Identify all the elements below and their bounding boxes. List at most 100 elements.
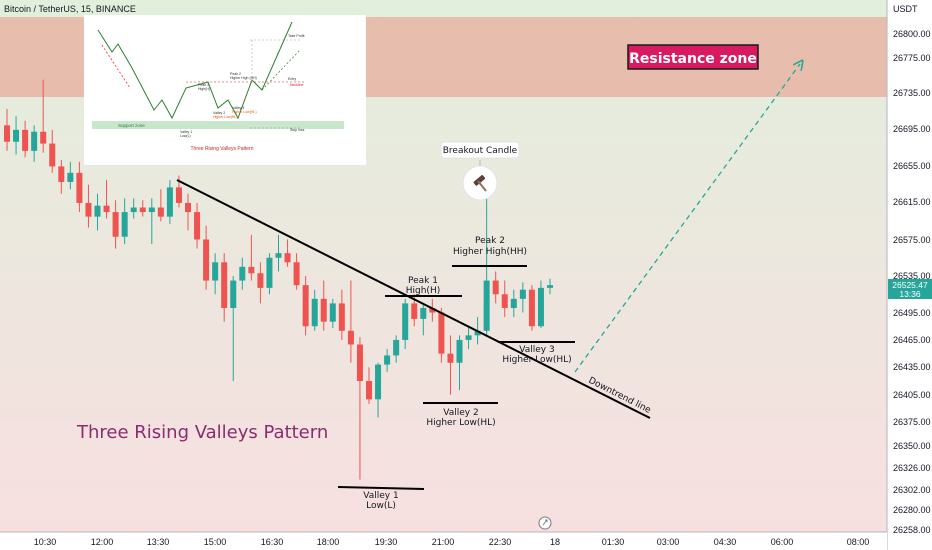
symbol-title: Bitcoin / TetherUS, 15, BINANCE xyxy=(4,4,136,14)
candle-body xyxy=(76,172,83,203)
inset-zigzag xyxy=(97,21,293,120)
candle xyxy=(58,160,65,194)
time-tick-label: 10:30 xyxy=(34,537,57,547)
candle xyxy=(492,271,499,304)
candle xyxy=(103,180,110,219)
candle-body xyxy=(356,344,363,382)
candle xyxy=(420,303,427,336)
candle-body xyxy=(547,285,553,288)
projection-arrow[interactable] xyxy=(574,64,800,373)
candle-body xyxy=(112,212,119,237)
price-tick-label: 26535.00 xyxy=(893,271,931,281)
price-tick-label: 26575.00 xyxy=(893,235,931,245)
candle-body xyxy=(456,339,463,363)
time-tick-label: 08:00 xyxy=(847,537,870,547)
candle xyxy=(212,253,219,295)
candle xyxy=(85,184,92,228)
candle xyxy=(456,335,463,391)
price-tick-label: 26615.00 xyxy=(893,197,931,207)
candle xyxy=(157,189,164,222)
auto-scale-icon[interactable] xyxy=(538,516,552,530)
candle-body xyxy=(474,330,481,336)
candle-body xyxy=(311,298,318,327)
price-tick-label: 26655.00 xyxy=(893,161,931,171)
candle xyxy=(31,125,38,162)
valley2-title: Valley 2 xyxy=(443,408,478,418)
candle xyxy=(302,276,309,336)
price-tick-label: 26465.00 xyxy=(893,335,931,345)
candle xyxy=(402,298,409,350)
candle xyxy=(347,280,354,363)
price-tick-label: 26775.00 xyxy=(893,53,931,63)
inset-peak1-sub: High(H) xyxy=(198,87,210,91)
valley1-subtitle: Low(L) xyxy=(366,501,396,511)
downtrend-line[interactable] xyxy=(176,179,651,419)
candle xyxy=(94,193,101,231)
candle-body xyxy=(94,205,101,217)
candle xyxy=(393,335,400,363)
candle xyxy=(221,253,228,322)
inset-peak2: Peak 2 xyxy=(230,72,241,76)
candle xyxy=(112,200,119,249)
time-axis[interactable] xyxy=(0,532,887,550)
candle xyxy=(537,280,544,329)
candle xyxy=(447,335,454,395)
candle xyxy=(13,116,20,155)
candle-body xyxy=(67,172,74,182)
candle xyxy=(203,225,210,290)
candle xyxy=(130,198,137,219)
candle-body xyxy=(4,125,10,142)
candle xyxy=(275,234,282,272)
candle xyxy=(148,198,155,245)
time-tick-label: 12:00 xyxy=(91,537,114,547)
candle-body xyxy=(438,312,445,354)
inset-support-label: Support zone xyxy=(118,123,145,128)
price-tick-label: 26495.00 xyxy=(893,308,931,318)
resistance-zone-badge[interactable]: Resistance zone xyxy=(627,44,759,70)
candle-body xyxy=(537,287,544,327)
breakout-callout[interactable]: Breakout Candle xyxy=(440,141,520,201)
candle xyxy=(266,253,273,295)
inset-support-band xyxy=(92,121,344,129)
candle-body xyxy=(465,335,472,340)
candle-body xyxy=(519,289,526,299)
candle xyxy=(384,349,391,372)
inset-target-dash xyxy=(261,49,301,91)
candle-body xyxy=(284,253,291,263)
candle xyxy=(547,278,553,295)
candle-body xyxy=(447,353,454,363)
candle xyxy=(438,307,445,363)
valley1-level-line[interactable] xyxy=(337,486,425,490)
price-tick-labels: 26800.00 26775.00 26735.00 26695.00 26655.00… xyxy=(893,29,931,535)
time-tick-label: 21:00 xyxy=(432,537,455,547)
valley1-label: Valley 1 Low(L) xyxy=(363,491,398,511)
candle-body xyxy=(221,262,228,308)
candle xyxy=(49,129,56,173)
candle-body xyxy=(420,307,427,319)
candle xyxy=(320,280,327,331)
last-price-value: 26525.47 xyxy=(892,280,928,290)
pattern-inset-image: Support zone Take Profit Entry Neckline … xyxy=(84,15,366,165)
inset-sl-label: Stop loss xyxy=(290,128,305,132)
candle-body xyxy=(338,303,345,331)
time-tick-label: 13:30 xyxy=(147,537,170,547)
price-axis[interactable] xyxy=(887,0,932,550)
candle xyxy=(4,108,10,151)
price-tick-label: 26800.00 xyxy=(893,29,931,39)
candle xyxy=(40,79,47,153)
peak2-title: Peak 2 xyxy=(475,236,505,246)
candle-body xyxy=(203,239,210,281)
inset-valley3: Valley 3 xyxy=(232,106,244,110)
breakout-label: Breakout Candle xyxy=(443,146,518,156)
peak2-label: Peak 2 Higher High(HH) xyxy=(453,236,527,257)
candle-body xyxy=(194,212,201,240)
currency-label: USDT xyxy=(893,4,918,14)
resistance-badge-text: Resistance zone xyxy=(629,51,757,67)
last-price-timer: 13:36 xyxy=(899,289,921,299)
inset-peak2-sub: Higher High (HH) xyxy=(230,76,257,80)
price-tick-label: 26695.00 xyxy=(893,124,931,134)
inset-title: Three Rising Valleys Pattern xyxy=(191,146,254,152)
candle-body xyxy=(347,330,354,345)
